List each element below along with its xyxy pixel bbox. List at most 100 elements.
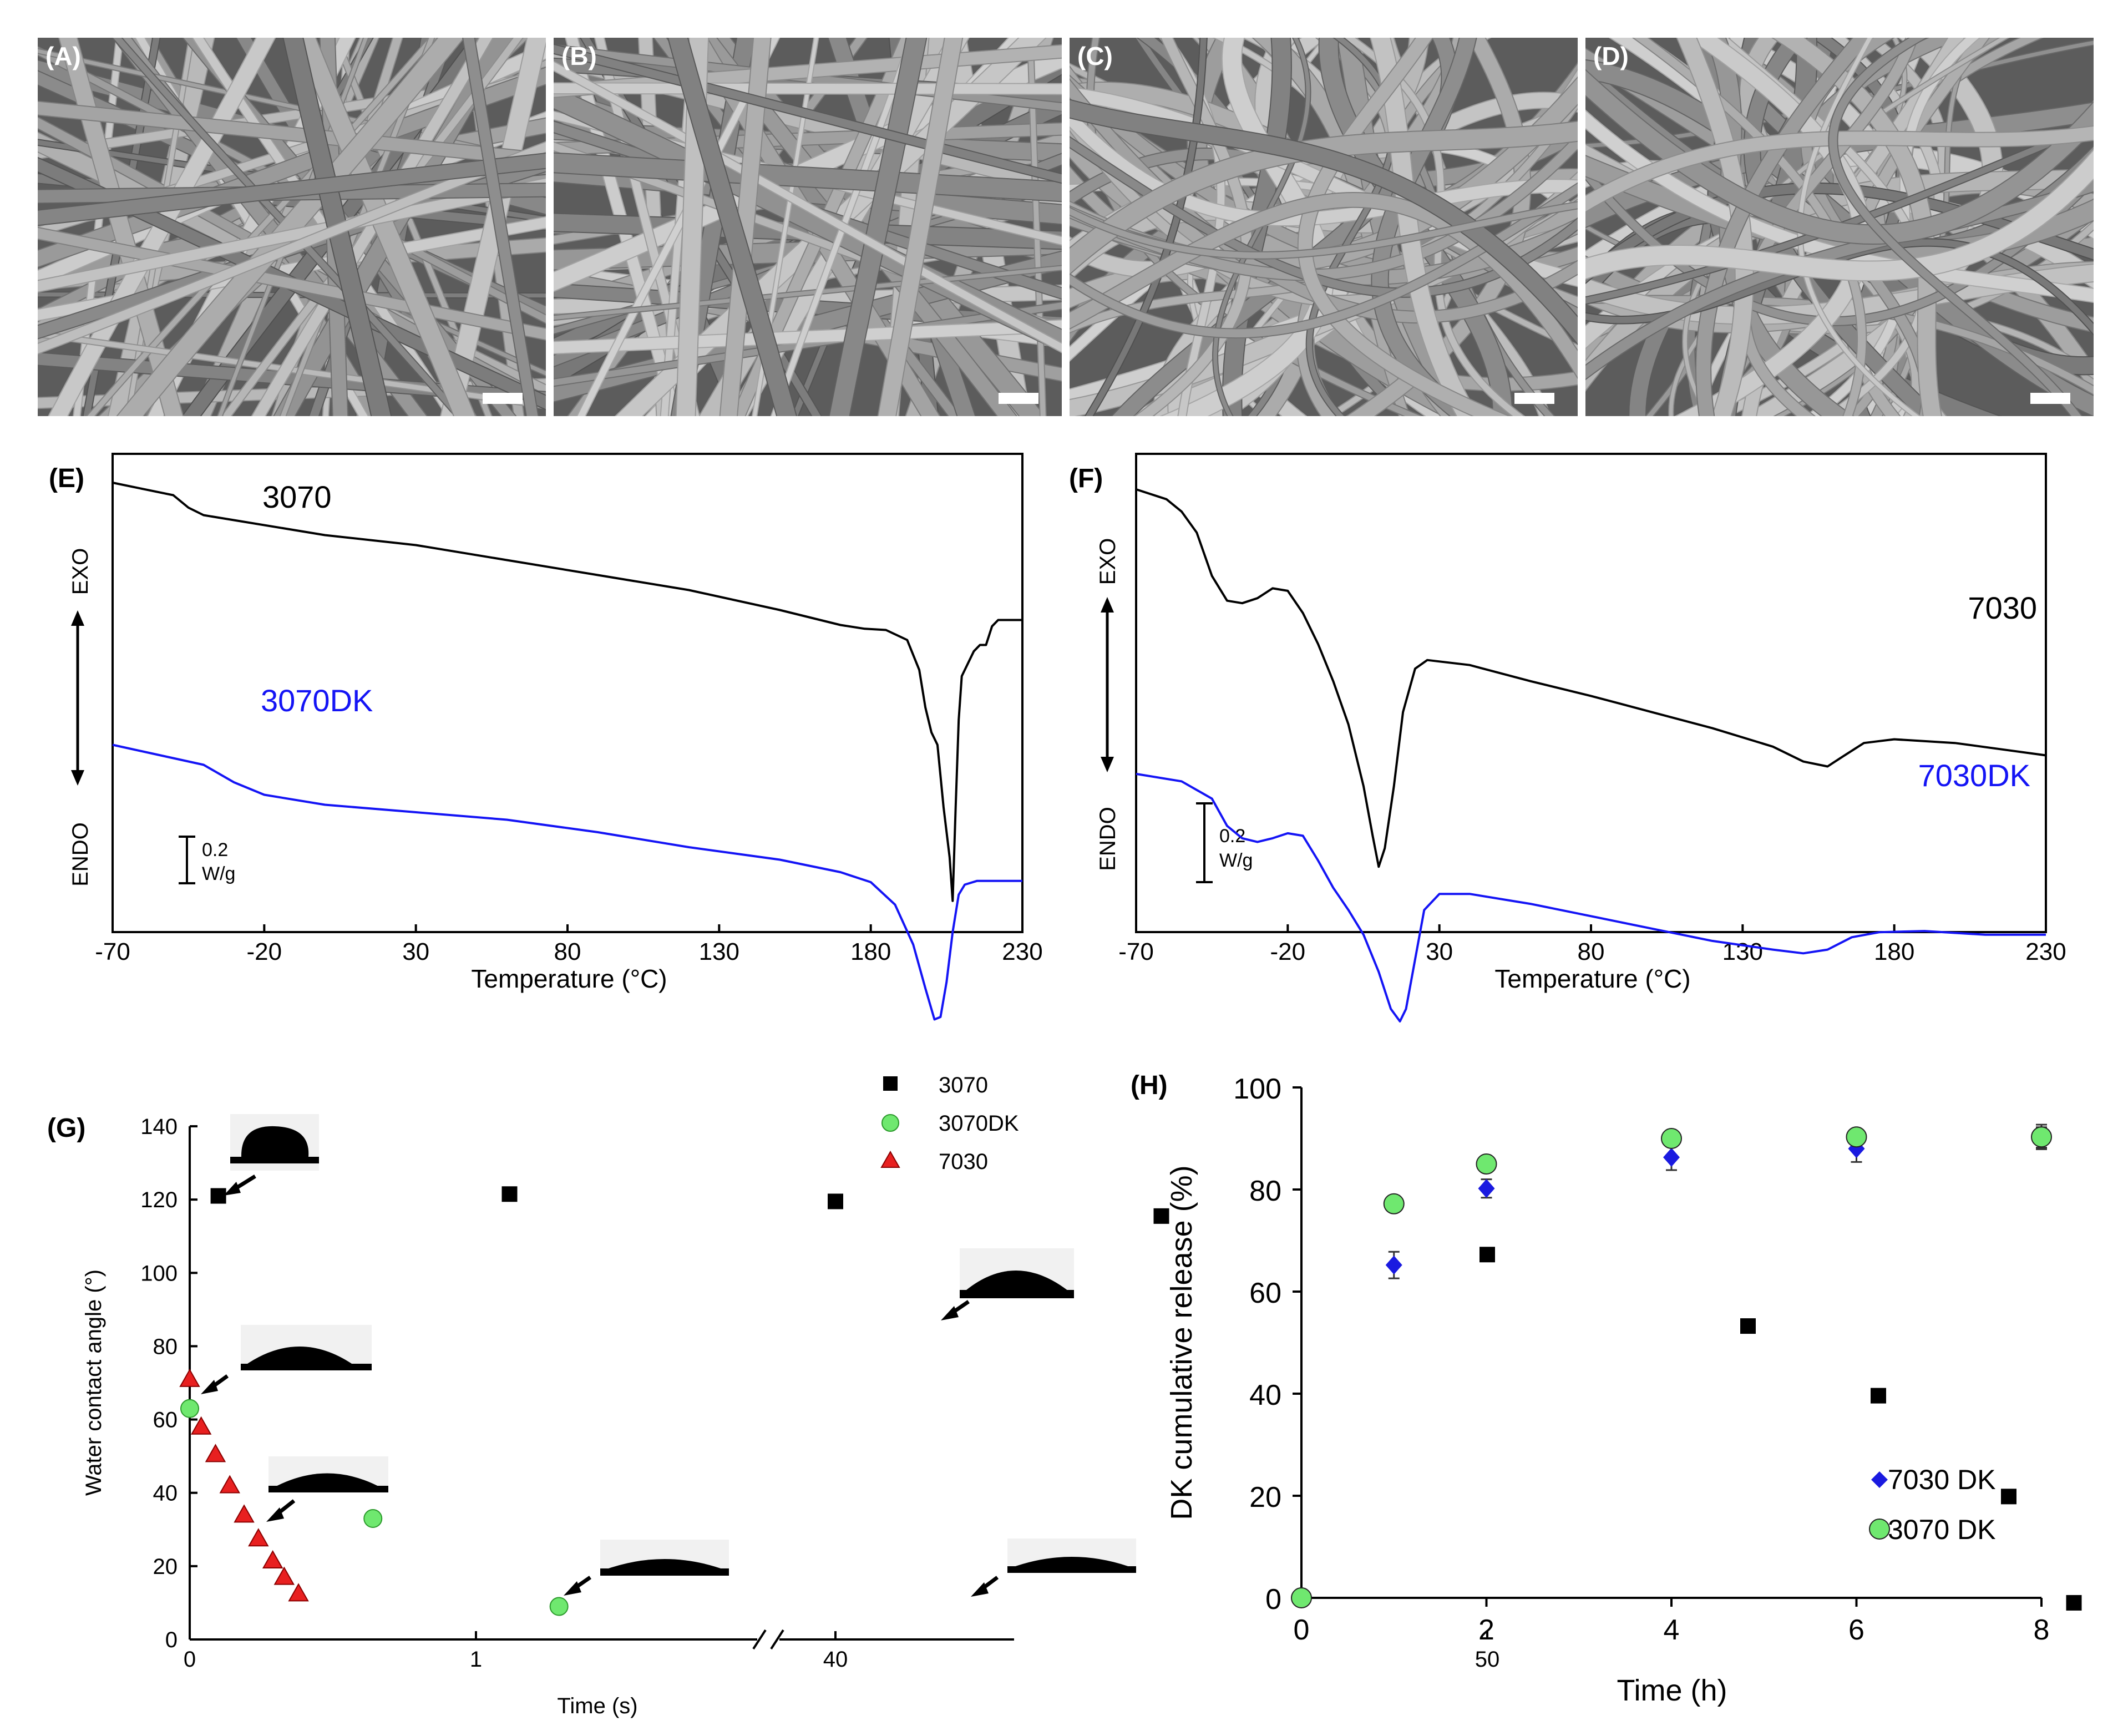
x-axis-title-h: Time (h) <box>1617 1674 1727 1707</box>
panel-label-h: (H) <box>1131 1071 1168 1100</box>
fiber <box>1070 193 1578 377</box>
points-h <box>1291 1123 2052 1608</box>
pointer-arrow <box>941 1300 970 1320</box>
f-x-tick-label: 30 <box>1426 938 1453 965</box>
sem-image-c: (C) <box>1070 38 1578 416</box>
droplet-image <box>230 1114 319 1171</box>
legend-label-3070-dk: 3070 DK <box>1888 1514 1996 1545</box>
panel-label-f: (F) <box>1069 464 1103 493</box>
data-point-3070 <box>1153 1208 1169 1224</box>
legend-marker-3070dk <box>881 1114 899 1132</box>
scale-bar <box>999 393 1038 404</box>
fiber <box>1585 70 2094 244</box>
pointer-arrow <box>201 1374 229 1394</box>
panel-g: (G) 02040608010012014001405060 Water con… <box>47 1073 2082 1718</box>
series-label-3070: 3070 <box>262 479 332 514</box>
fiber-texture-b <box>554 38 1062 416</box>
e-x-tick-label: 30 <box>402 938 429 965</box>
data-point-7030 <box>262 1550 283 1568</box>
fiber <box>118 38 464 416</box>
data-point-3070 <box>1740 1318 1756 1334</box>
panel-label-g: (G) <box>47 1114 85 1143</box>
droplet-image <box>241 1325 372 1370</box>
curves-e <box>112 482 1022 1021</box>
h-y-tick-label: 60 <box>1249 1277 1281 1309</box>
fiber <box>1070 108 1578 226</box>
f-x-tick-label: 230 <box>2025 938 2066 965</box>
g-y-tick-label: 80 <box>153 1334 178 1359</box>
x-axis-title-g: Time (s) <box>557 1694 637 1718</box>
g-y-tick-label: 40 <box>153 1481 178 1506</box>
h-x-tick-label: 2 <box>1478 1614 1494 1646</box>
h-y-tick-label: 0 <box>1265 1583 1281 1616</box>
pointer-arrow <box>224 1175 256 1196</box>
e-x-tick-label: -70 <box>95 938 130 965</box>
droplet-image <box>268 1456 388 1492</box>
fiber <box>1306 38 1396 416</box>
legend-marker-7030 <box>880 1150 900 1168</box>
fiber <box>554 214 1062 249</box>
fiber <box>829 38 926 416</box>
exo-label-f: EXO <box>1096 538 1120 585</box>
fiber <box>463 38 538 416</box>
fiber <box>1696 38 1872 416</box>
g-y-tick-label: 140 <box>140 1115 178 1139</box>
g-y-tick-label: 120 <box>140 1188 178 1212</box>
fiber <box>554 62 1062 352</box>
data-point-3070 <box>2066 1595 2082 1611</box>
data-point-3070 <box>828 1193 843 1209</box>
data-point-3070 <box>2001 1489 2016 1505</box>
data-point-7030-dk <box>1385 1256 1402 1275</box>
droplet-image <box>1007 1538 1136 1573</box>
e-x-tick-label: 180 <box>850 938 891 965</box>
panel-label-b: (B) <box>561 42 597 70</box>
plot-frame-f <box>1135 453 2047 933</box>
series-label-7030: 7030 <box>1968 590 2037 625</box>
fiber <box>554 153 1062 201</box>
curves-f <box>1136 488 2046 1023</box>
g-x-tick-label: 40 <box>823 1647 848 1672</box>
h-x-tick-label: 4 <box>1664 1614 1680 1646</box>
scale-bar <box>1514 393 1554 404</box>
fiber-texture-a <box>38 38 546 416</box>
panel-h: (H) 0 20 40 60 80 100 0 2 4 6 8 DK cumulative rele… <box>1131 1071 2052 1707</box>
data-point-7030-dk <box>1663 1148 1680 1167</box>
fiber <box>295 38 475 416</box>
h-x-tick-label: 8 <box>2034 1614 2050 1646</box>
data-point-7030-dk <box>1478 1179 1495 1198</box>
x-ticks-e: -70 -20 30 80 130 180 230 <box>95 924 1043 965</box>
f-x-tick-label: -70 <box>1118 938 1154 965</box>
h-y-tick-label: 80 <box>1249 1175 1281 1207</box>
e-x-tick-label: 130 <box>699 938 739 965</box>
x-axis-title-f: Temperature (°C) <box>1494 964 1690 993</box>
data-point-3070-dk <box>2031 1126 2052 1148</box>
scale-bar-unit-f: W/g <box>1219 850 1253 871</box>
f-curve-0 <box>1136 488 2046 868</box>
e-curve-0 <box>112 482 1022 902</box>
data-point-7030 <box>179 1368 200 1387</box>
data-point-3070 <box>1871 1388 1886 1404</box>
sem-image-a: (A) <box>38 38 546 416</box>
scale-bar <box>483 393 523 404</box>
g-x-tick-label: 50 <box>1475 1647 1500 1672</box>
y-axis-title-h: DK cumulative release (%) <box>1165 1165 1198 1520</box>
exo-endo-arrow-f <box>1101 597 1114 772</box>
fiber-texture-d <box>1585 38 2094 416</box>
scale-bar-value-e: 0.2 <box>202 839 228 861</box>
scale-bar <box>2030 393 2070 404</box>
scale-bar-e: 0.2 W/g <box>179 836 235 884</box>
fiber <box>1585 150 2094 281</box>
scale-bar-value-f: 0.2 <box>1219 826 1245 847</box>
e-x-tick-label: 230 <box>1002 938 1042 965</box>
fiber <box>878 38 962 416</box>
sem-image-b: (B) <box>554 38 1062 416</box>
panel-label-d: (D) <box>1593 42 1629 70</box>
droplet-image <box>600 1540 729 1576</box>
fiber <box>1086 38 1207 416</box>
fiber <box>1027 38 1046 416</box>
legend-label-7030: 7030 <box>939 1150 988 1174</box>
endo-label-f: ENDO <box>1096 807 1120 871</box>
g-y-tick-label: 100 <box>140 1261 178 1285</box>
e-x-tick-label: 80 <box>554 938 581 965</box>
